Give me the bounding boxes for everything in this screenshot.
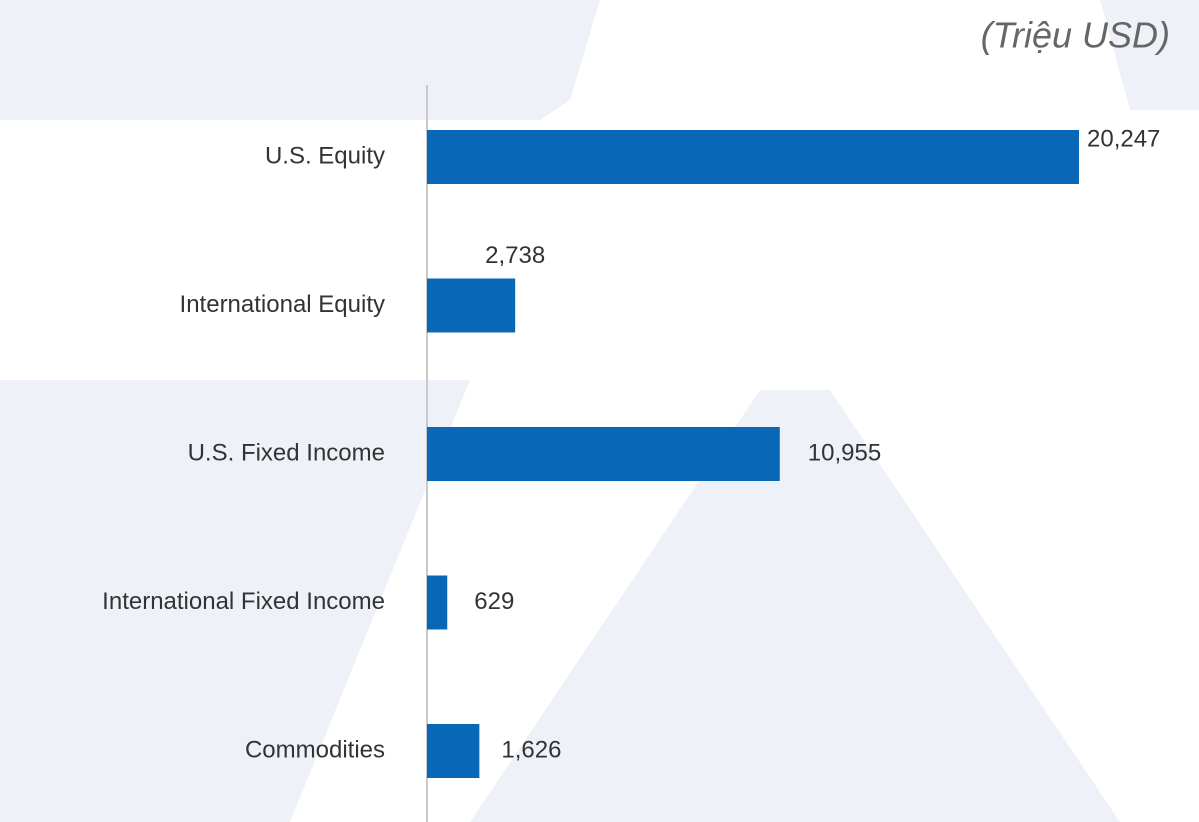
category-label: International Equity (180, 291, 385, 318)
bar (427, 130, 1079, 184)
bg-shape (0, 380, 470, 822)
category-label: Commodities (245, 736, 385, 763)
category-label: International Fixed Income (102, 588, 385, 615)
bar (427, 724, 480, 778)
bar (427, 278, 516, 333)
value-label: 629 (474, 588, 514, 615)
bg-shape (1100, 0, 1199, 110)
bg-shape (470, 390, 1120, 822)
value-label: 20,247 (1087, 125, 1160, 152)
value-label: 2,738 (485, 242, 545, 269)
category-label: U.S. Equity (265, 142, 385, 169)
value-label: 1,626 (501, 736, 561, 763)
value-label: 10,955 (808, 439, 881, 466)
unit-label: (Triệu USD) (981, 15, 1170, 56)
bg-shape (0, 0, 600, 120)
category-label: U.S. Fixed Income (188, 439, 385, 466)
bar (427, 427, 780, 481)
bar (427, 575, 448, 630)
